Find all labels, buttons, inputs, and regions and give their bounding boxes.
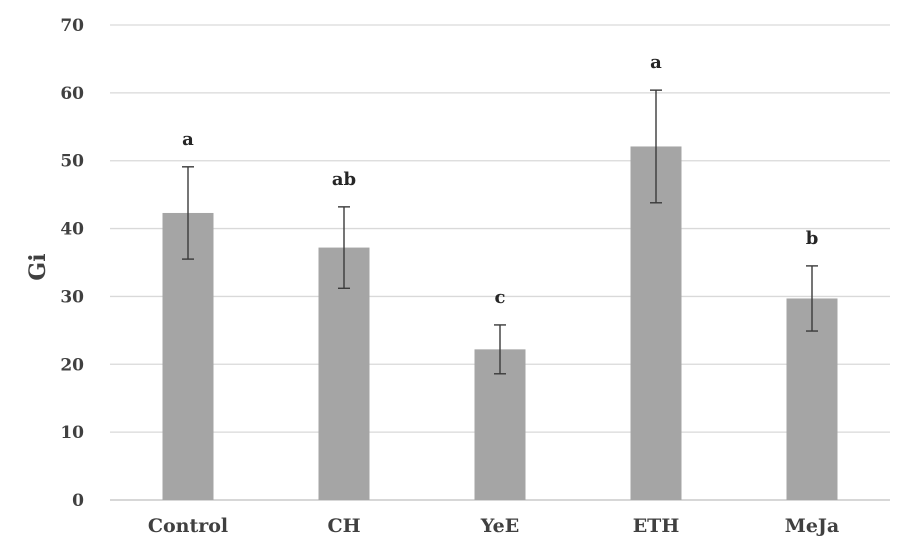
y-tick-label: 70 — [60, 16, 84, 36]
error-bar-meja — [806, 265, 818, 332]
error-bar-eth — [650, 89, 662, 204]
error-bar-control — [182, 166, 194, 260]
y-axis-title: Gi — [25, 253, 51, 280]
error-bar-ch — [338, 206, 350, 289]
significance-label-control: a — [182, 129, 194, 150]
significance-label-eth: a — [650, 52, 662, 73]
y-tick-label: 50 — [60, 152, 84, 172]
significance-label-ch: ab — [332, 169, 356, 190]
y-tick-label: 20 — [60, 355, 84, 375]
significance-label-meja: b — [806, 228, 819, 249]
error-bar-yee — [494, 324, 506, 375]
bar-eth — [630, 146, 682, 500]
y-axis-ticks: 0 10 20 30 40 50 60 70 — [60, 16, 84, 511]
bar-ch — [318, 247, 370, 500]
x-category-label-control: Control — [148, 515, 228, 537]
y-tick-label: 60 — [60, 84, 84, 104]
y-tick-label: 40 — [60, 220, 84, 240]
y-tick-label: 30 — [60, 287, 84, 307]
y-tick-label: 10 — [60, 423, 84, 443]
y-tick-label: 0 — [72, 491, 84, 511]
bar-meja — [786, 298, 838, 500]
x-category-label-eth: ETH — [633, 515, 680, 537]
x-category-label-meja: MeJa — [785, 515, 839, 537]
bars — [162, 146, 838, 500]
significance-label-yee: c — [495, 287, 506, 308]
bar-control — [162, 212, 214, 500]
error-bars — [182, 89, 818, 375]
x-category-label-ch: CH — [327, 515, 360, 537]
x-axis-categories: Control CH YeE ETH MeJa — [148, 515, 839, 537]
x-category-label-yee: YeE — [480, 515, 519, 537]
